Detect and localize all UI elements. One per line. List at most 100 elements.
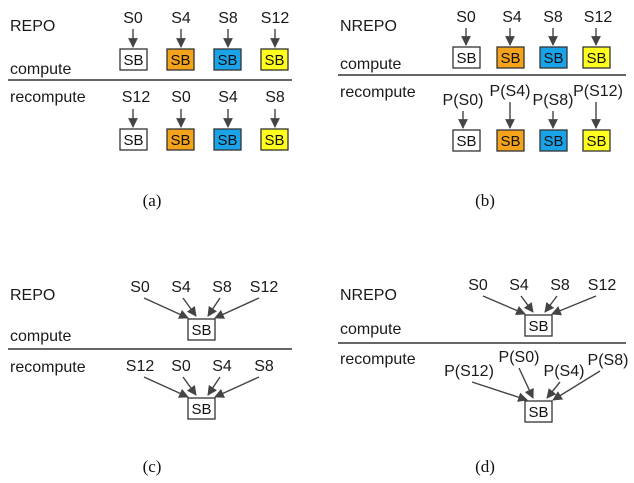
- panel-c-recompute-arrow: [214, 376, 260, 398]
- panel-d-recompute-input-1: P(S0): [499, 349, 540, 366]
- panel-b-recompute-input-3: P(S12): [573, 83, 623, 100]
- panel-c-caption: (c): [143, 457, 162, 476]
- panel-c-compute-arrow: [182, 297, 197, 317]
- panel-b-recompute-input-1: P(S4): [490, 83, 531, 100]
- panel-a-recompute-block-orange: SB: [166, 128, 195, 151]
- panel-d-caption: (d): [475, 457, 495, 476]
- svg-text:SB: SB: [543, 50, 563, 67]
- panel-b-compute-input-2: S8: [543, 9, 563, 26]
- panel-c-recompute-input-2: S4: [212, 358, 232, 375]
- panel-d-recompute-arrow: [546, 381, 561, 399]
- panel-c-recompute-arrow: [182, 376, 197, 396]
- panel-a-compute-block-yellow: SB: [260, 48, 289, 71]
- panel-b-compute-block-orange: SB: [496, 46, 525, 69]
- panel-c-recompute-arrow: [207, 376, 221, 396]
- svg-text:SB: SB: [586, 50, 606, 67]
- panel-c-compute-input-3: S12: [250, 279, 279, 296]
- panel-d-compute-arrow: [544, 295, 558, 313]
- svg-text:SB: SB: [123, 52, 143, 69]
- panel-c-compute-arrow: [143, 297, 189, 319]
- panel-a-compute-input-1: S4: [171, 10, 191, 27]
- panel-d-compute-block: SB: [524, 314, 553, 337]
- panel-b-recompute-block-orange: SB: [496, 129, 525, 152]
- panel-b-recompute-label: recompute: [340, 84, 416, 101]
- panel-c-recompute-arrow: [143, 376, 189, 398]
- panel-c-compute-block: SB: [187, 318, 216, 341]
- svg-text:SB: SB: [264, 52, 284, 69]
- panel-a-compute-block-white: SB: [119, 48, 148, 71]
- panel-d: NREPO compute recompute S0 S4 S8 S12 SB …: [338, 277, 628, 476]
- svg-text:SB: SB: [528, 404, 548, 421]
- svg-text:SB: SB: [586, 133, 606, 150]
- panel-b: NREPO compute recompute S0 S4 S8 S12 SB …: [338, 9, 626, 210]
- svg-text:SB: SB: [217, 132, 237, 149]
- svg-text:SB: SB: [123, 132, 143, 149]
- panel-a-compute-label: compute: [10, 61, 71, 78]
- panel-a: REPO compute recompute S0 S4 S8 S12 SB S…: [8, 10, 292, 210]
- panel-c-recompute-input-3: S8: [254, 358, 274, 375]
- panel-d-compute-input-0: S0: [468, 277, 488, 294]
- panel-d-compute-input-3: S12: [588, 277, 617, 294]
- panel-d-recompute-block: SB: [524, 400, 553, 423]
- svg-text:SB: SB: [528, 318, 548, 335]
- panel-d-recompute-input-3: P(S8): [588, 352, 629, 369]
- panel-a-recompute-input-1: S0: [171, 89, 191, 106]
- panel-d-compute-arrow: [482, 295, 526, 316]
- panel-a-compute-block-orange: SB: [166, 48, 195, 71]
- svg-text:SB: SB: [456, 50, 476, 67]
- panel-b-recompute-block-blue: SB: [539, 129, 568, 152]
- panel-d-recompute-arrow: [518, 367, 534, 399]
- svg-text:SB: SB: [191, 401, 211, 418]
- panel-a-recompute-block-blue: SB: [213, 128, 242, 151]
- svg-text:SB: SB: [543, 133, 563, 150]
- panel-a-compute-input-2: S8: [218, 10, 238, 27]
- panel-b-caption: (b): [475, 191, 495, 210]
- panel-a-compute-input-0: S0: [123, 10, 143, 27]
- panel-a-recompute-input-2: S4: [218, 89, 238, 106]
- panel-c-compute-input-2: S8: [212, 279, 232, 296]
- panel-b-compute-input-1: S4: [502, 9, 522, 26]
- panel-b-compute-input-3: S12: [584, 9, 613, 26]
- svg-text:SB: SB: [264, 132, 284, 149]
- svg-text:SB: SB: [217, 52, 237, 69]
- panel-a-mode: REPO: [10, 18, 55, 35]
- panel-c-recompute-label: recompute: [10, 359, 86, 376]
- panel-b-recompute-block-white: SB: [452, 129, 481, 152]
- panel-a-recompute-input-3: S8: [265, 89, 285, 106]
- panel-d-recompute-input-2: P(S4): [544, 363, 585, 380]
- panel-b-recompute-input-2: P(S8): [533, 92, 574, 109]
- svg-text:SB: SB: [500, 133, 520, 150]
- svg-text:SB: SB: [170, 52, 190, 69]
- panel-d-recompute-input-0: P(S12): [444, 363, 494, 380]
- panel-b-mode: NREPO: [340, 18, 397, 35]
- panel-a-recompute-block-yellow: SB: [260, 128, 289, 151]
- panel-b-compute-block-yellow: SB: [582, 46, 611, 69]
- svg-text:SB: SB: [170, 132, 190, 149]
- panel-c-compute-arrow: [207, 297, 221, 317]
- panel-b-compute-input-0: S0: [456, 9, 476, 26]
- panel-c-compute-arrow: [214, 297, 260, 319]
- panel-c-recompute-block: SB: [187, 397, 216, 420]
- panel-d-compute-arrow: [551, 295, 597, 316]
- panel-c: REPO compute recompute S0 S4 S8 S12 SB S…: [8, 279, 292, 476]
- panel-d-recompute-arrow: [552, 370, 601, 401]
- panel-d-mode: NREPO: [340, 287, 397, 304]
- panel-c-compute-label: compute: [10, 328, 71, 345]
- panel-c-compute-input-0: S0: [130, 279, 150, 296]
- panel-b-compute-block-blue: SB: [539, 46, 568, 69]
- panel-b-recompute-block-yellow: SB: [582, 129, 611, 152]
- panel-a-caption: (a): [143, 191, 162, 210]
- panel-b-recompute-input-0: P(S0): [443, 92, 484, 109]
- panel-d-recompute-arrow: [471, 381, 528, 402]
- panel-d-recompute-label: recompute: [340, 351, 416, 368]
- panel-c-mode: REPO: [10, 287, 55, 304]
- panel-d-compute-input-2: S8: [550, 277, 570, 294]
- panel-d-compute-input-1: S4: [509, 277, 529, 294]
- panel-a-compute-block-blue: SB: [213, 48, 242, 71]
- panel-b-compute-block-white: SB: [452, 46, 481, 69]
- panel-a-recompute-block-white: SB: [119, 128, 148, 151]
- panel-c-compute-input-1: S4: [171, 279, 191, 296]
- svg-text:SB: SB: [191, 322, 211, 339]
- panel-a-recompute-label: recompute: [10, 89, 86, 106]
